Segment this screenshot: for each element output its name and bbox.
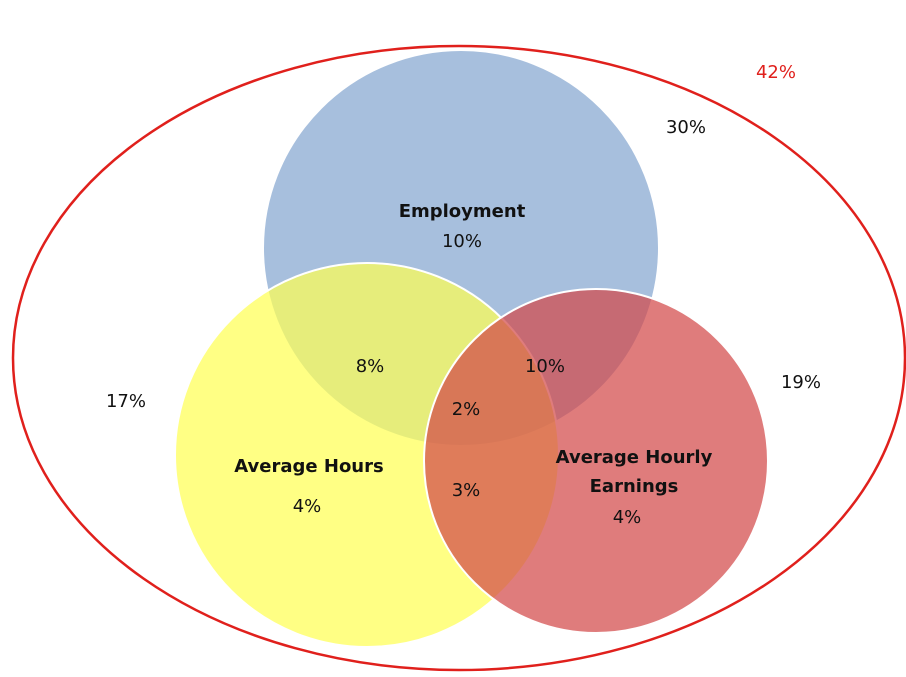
region-value: 4% — [293, 496, 322, 517]
set-label: Average Hours — [234, 456, 383, 477]
universe-ellipse — [11, 44, 906, 672]
earnings-circle — [423, 288, 769, 634]
region-value: 3% — [452, 480, 481, 501]
outside-value: 17% — [106, 391, 146, 412]
region-value: 10% — [525, 356, 565, 377]
set-label: Earnings — [590, 476, 679, 497]
region-value: 2% — [452, 399, 481, 420]
outside-value: 19% — [781, 372, 821, 393]
set-label: Employment — [399, 201, 526, 222]
region-value: 4% — [613, 507, 642, 528]
region-value: 10% — [442, 231, 482, 252]
universe-value: 42% — [756, 62, 796, 83]
outside-value: 30% — [666, 117, 706, 138]
set-label: Average Hourly — [556, 447, 713, 468]
region-value: 8% — [356, 356, 385, 377]
